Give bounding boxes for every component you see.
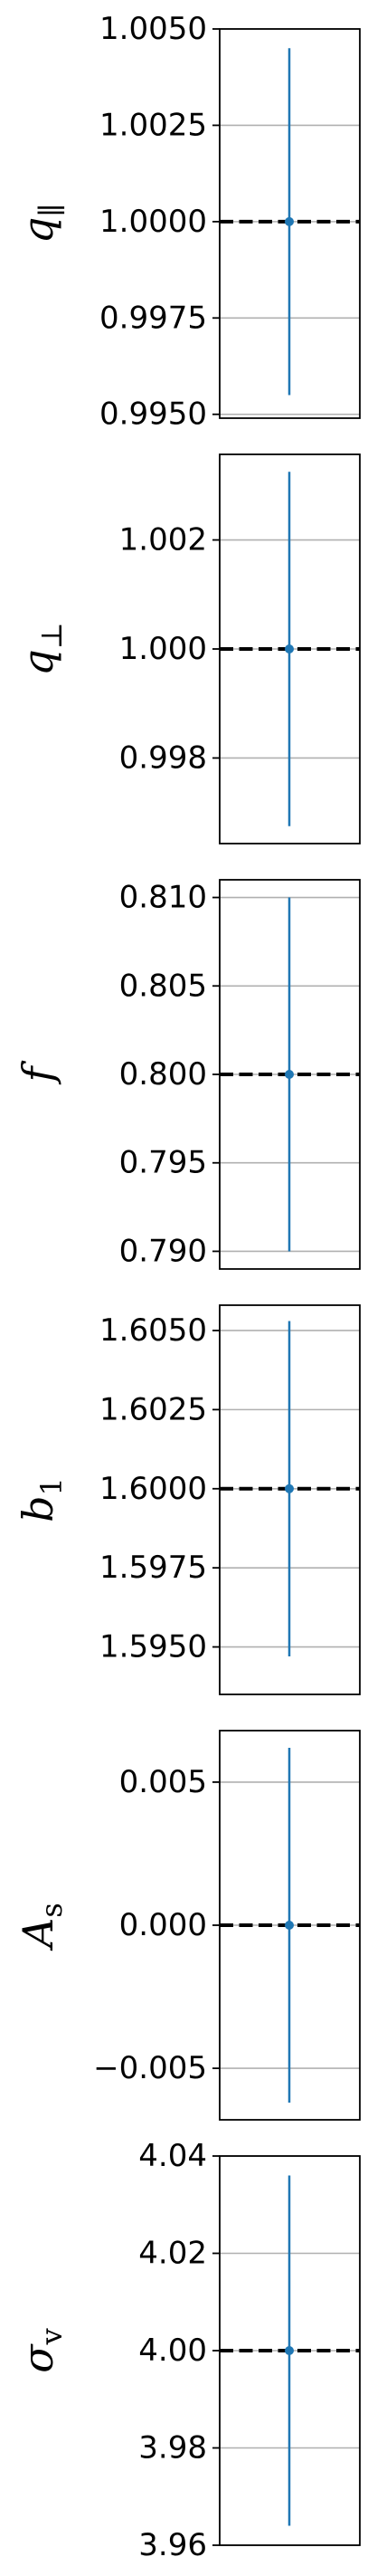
ytick-label-b1-0: 1.5950	[99, 1629, 207, 1665]
point-b1	[285, 1484, 294, 1493]
ytick-label-sigma_v-4: 4.04	[138, 2138, 207, 2174]
point-f	[285, 1070, 294, 1079]
ytick-label-q_perp-1: 1.000	[119, 631, 207, 667]
panel-q_par: 0.9950 0.9975 1.0000 1.0025 1.0050 q∥	[14, 11, 361, 433]
panel-q_perp: 0.998 1.000 1.002 q⊥	[14, 453, 361, 844]
ytick-label-sigma_v-3: 4.02	[138, 2236, 207, 2272]
panel-sigma_v: 3.96 3.98 4.00 4.02 4.04 σv	[14, 2138, 361, 2563]
ytick-label-b1-2: 1.6000	[99, 1471, 207, 1507]
ytick-label-q_par-2: 1.0000	[99, 204, 207, 240]
ytick-label-f-1: 0.795	[119, 1145, 207, 1181]
ytick-label-q_par-1: 0.9975	[99, 300, 207, 336]
ylabel-q_par: q∥	[14, 204, 69, 243]
ytick-label-b1-3: 1.6025	[99, 1391, 207, 1427]
ytick-label-A_s-1: 0.000	[119, 1907, 207, 1943]
ytick-label-q_perp-2: 1.002	[119, 522, 207, 558]
ytick-label-q_perp-0: 0.998	[119, 739, 207, 776]
axes-frame-b1	[219, 1304, 361, 1695]
ytick-label-f-0: 0.790	[119, 1233, 207, 1269]
ytick-label-f-2: 0.800	[119, 1056, 207, 1092]
point-q_par	[285, 216, 294, 226]
ytick-label-q_par-0: 0.9950	[99, 396, 207, 433]
ylabel-f: f	[14, 1061, 62, 1085]
ylabel-sigma_v: σv	[14, 2328, 69, 2372]
ytick-label-b1-1: 1.5975	[99, 1550, 207, 1586]
panel-f: 0.790 0.795 0.800 0.805 0.810 f	[14, 879, 361, 1270]
ytick-label-b1-4: 1.6050	[99, 1312, 207, 1349]
point-sigma_v	[285, 2346, 294, 2355]
ytick-label-sigma_v-0: 3.96	[138, 2527, 207, 2563]
point-q_perp	[285, 644, 294, 654]
ytick-label-q_par-3: 1.0025	[99, 107, 207, 143]
panel-b1: 1.5950 1.5975 1.6000 1.6025 1.6050 b1	[14, 1304, 361, 1695]
ytick-label-f-4: 0.810	[119, 880, 207, 916]
ylabel-q_perp: q⊥	[14, 622, 69, 676]
ylabel-b1: b1	[14, 1477, 69, 1522]
ytick-label-sigma_v-2: 4.00	[138, 2333, 207, 2369]
ytick-label-A_s-2: 0.005	[119, 1764, 207, 1800]
ytick-label-A_s-0: −0.005	[93, 2050, 207, 2086]
ytick-label-f-3: 0.805	[119, 968, 207, 1004]
ylabel-A_s: As	[14, 1903, 69, 1951]
point-A_s	[285, 1921, 294, 1930]
ytick-label-sigma_v-1: 3.98	[138, 2430, 207, 2466]
panel-A_s: −0.005 0.000 0.005 As	[14, 1730, 361, 2121]
axes-frame-q_par	[219, 28, 361, 419]
ytick-label-q_par-4: 1.0050	[99, 11, 207, 47]
